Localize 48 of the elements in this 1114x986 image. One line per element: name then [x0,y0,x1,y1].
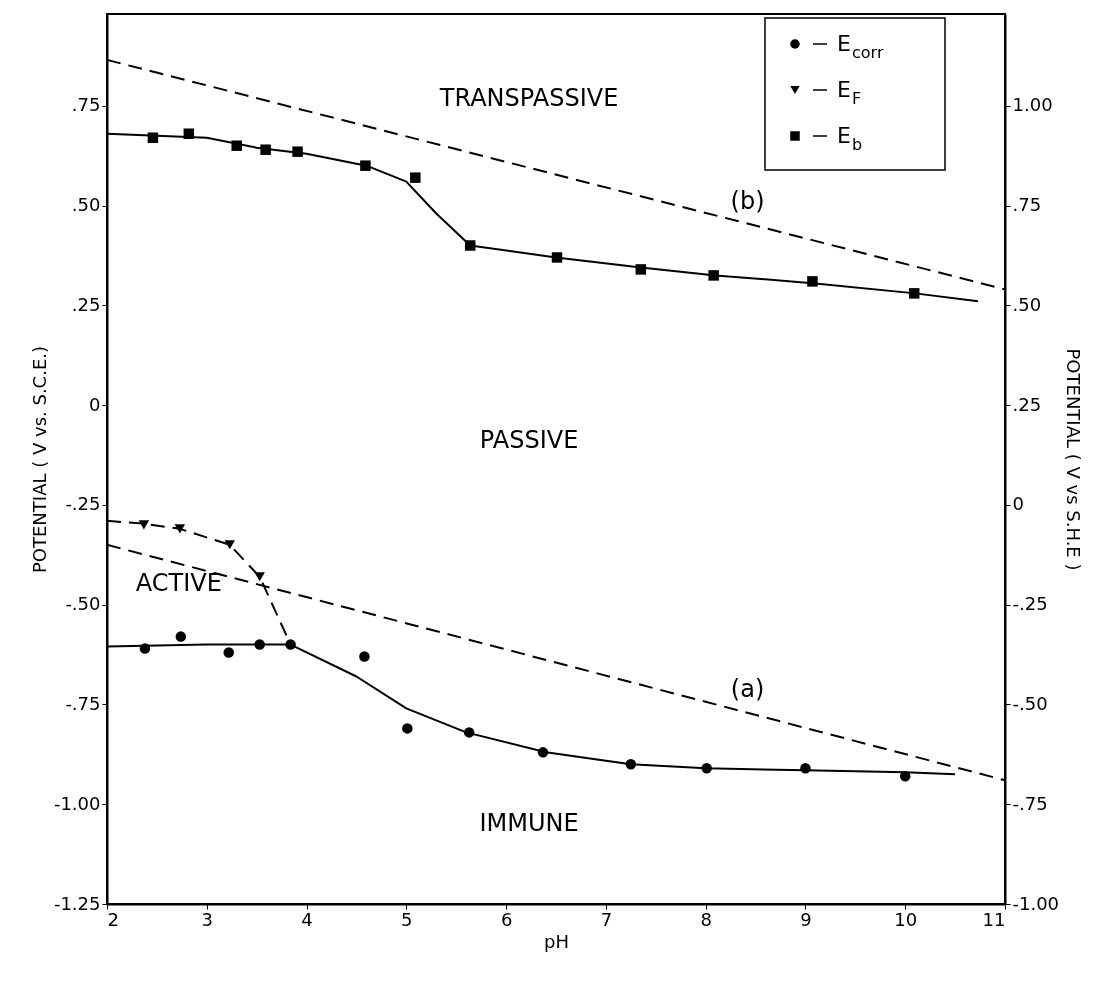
annotation: ACTIVE [135,568,222,597]
point [292,146,303,157]
y2-tick-label: 0 [1012,493,1024,515]
point [260,144,271,155]
y-tick-label: .50 [71,194,101,216]
y2-tick-label: -.75 [1012,792,1048,814]
annotation: PASSIVE [479,426,579,455]
y-tick-label: -1.00 [53,792,101,814]
x-tick-label: 3 [201,908,213,930]
x-tick-label: 8 [700,908,712,930]
point [138,520,150,530]
annotation: (a) [730,675,765,704]
y-tick-label: -1.25 [53,892,101,914]
y2-tick-label: -1.00 [1012,892,1060,914]
x-tick-label: 7 [600,908,613,930]
y2-tick-label: -.25 [1012,593,1048,615]
y2-tick-label: -.50 [1012,692,1048,714]
x-tick-label: 5 [401,908,413,930]
x-axis-title: pH [544,930,569,952]
y-tick-label: 0 [89,393,101,415]
y2-tick-label: 1.00 [1012,94,1053,116]
y2-tick-label: .75 [1012,194,1042,216]
x-tick-label: 10 [894,908,918,930]
point [231,140,242,151]
x-tick-label: 4 [301,908,313,930]
point [224,540,235,550]
y2-tick-label: .25 [1012,393,1042,415]
x-tick-label: 11 [982,908,1006,930]
x-tick-label: 2 [107,908,119,930]
x-tick-label: 6 [500,908,513,930]
point [708,270,719,281]
y-tick-label: -.50 [65,593,101,615]
y2-axis-title: POTENTIAL ( V vs S.H.E ) [1063,348,1085,571]
annotation: IMMUNE [479,808,579,837]
y-tick-label: -.25 [65,493,101,515]
point [359,651,370,662]
y-tick-label: .75 [71,94,101,116]
point [402,723,413,734]
point [223,647,234,658]
x-tick-label: 9 [800,908,812,930]
y2-tick-label: .50 [1012,293,1042,315]
annotation: (b) [730,186,765,215]
y-tick-label: .25 [71,293,101,315]
annotation: TRANSPASSIVE [438,83,619,112]
point [410,172,421,183]
y-axis-title: POTENTIAL ( V vs. S.C.E.) [28,345,50,574]
y-tick-label: -.75 [65,692,101,714]
point [175,631,187,642]
